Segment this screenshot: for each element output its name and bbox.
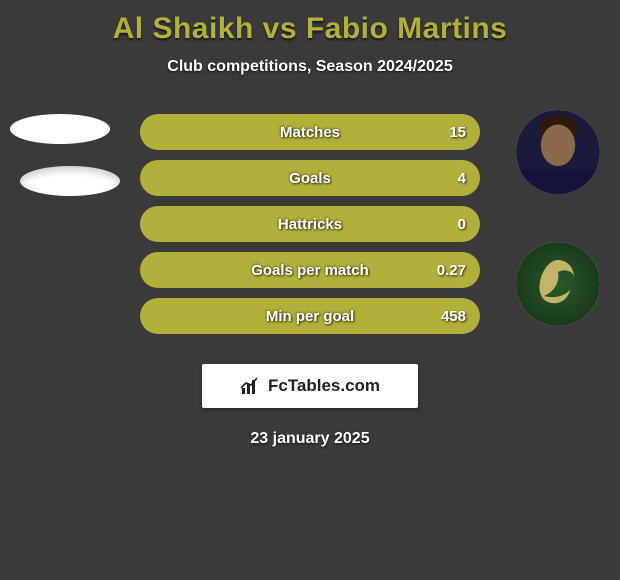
brand-text: FcTables.com [268,376,380,396]
stat-label: Min per goal [266,308,354,325]
comparison-card: Al Shaikh vs Fabio Martins Club competit… [0,0,620,580]
brand-box: FcTables.com [202,364,418,408]
comparison-title: Al Shaikh vs Fabio Martins [0,12,620,46]
stats-area: Matches 15 Goals 4 Hattricks 0 Goals per… [0,114,620,344]
stat-value: 458 [441,308,466,325]
stat-row-hattricks: Hattricks 0 [140,206,480,242]
card-content: Al Shaikh vs Fabio Martins Club competit… [0,0,620,580]
subtitle: Club competitions, Season 2024/2025 [0,58,620,76]
bar-chart-icon [240,376,262,396]
stat-label: Matches [280,124,340,141]
stat-row-matches: Matches 15 [140,114,480,150]
player-b-club-badge [516,242,600,326]
stat-label: Goals [289,170,331,187]
snapshot-date: 23 january 2025 [0,430,620,448]
player-a-club-badge [20,166,120,196]
stat-row-goals-per-match: Goals per match 0.27 [140,252,480,288]
stat-value: 4 [458,170,466,187]
stat-label: Hattricks [278,216,342,233]
stat-value: 0.27 [437,262,466,279]
stat-value: 15 [449,124,466,141]
club-badge-icon [516,242,600,326]
stat-row-goals: Goals 4 [140,160,480,196]
stat-value: 0 [458,216,466,233]
player-b-face-icon [516,110,600,194]
player-a-avatar [10,114,110,144]
stat-row-min-per-goal: Min per goal 458 [140,298,480,334]
player-b-avatar [516,110,600,194]
stat-label: Goals per match [251,262,369,279]
